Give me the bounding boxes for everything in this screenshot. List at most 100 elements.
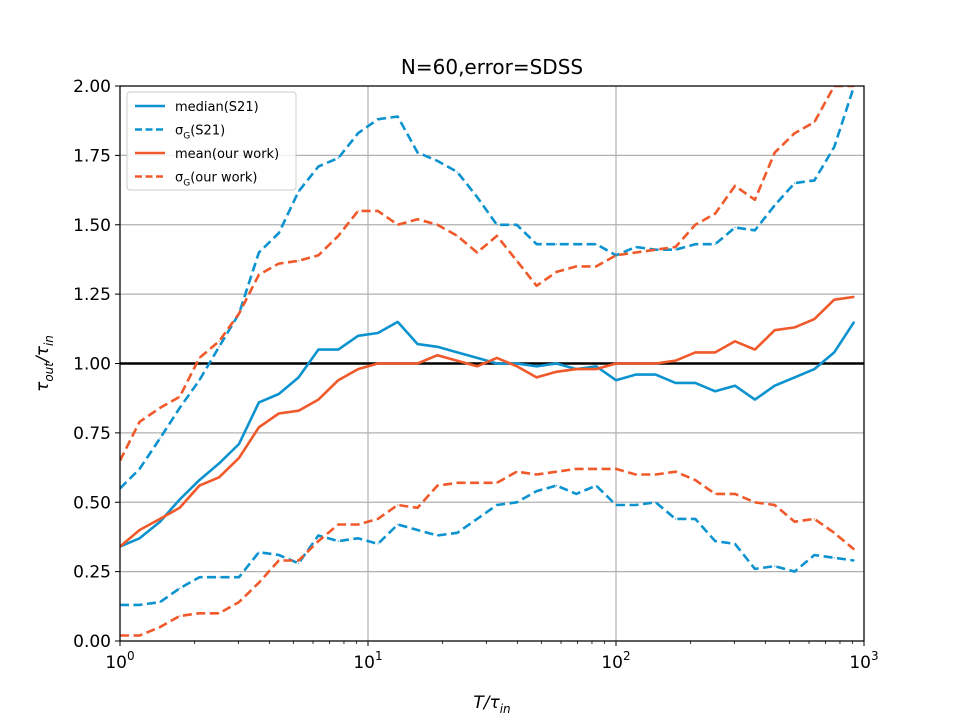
data-point: [159, 521, 161, 523]
data-point: [317, 399, 319, 401]
data-point: [853, 321, 855, 323]
x-axis-label: T/τin: [473, 693, 510, 716]
data-point: [734, 543, 736, 545]
data-point: [774, 504, 776, 506]
data-point: [337, 540, 339, 542]
data-point: [278, 232, 280, 234]
data-point: [794, 132, 796, 134]
data-point: [813, 518, 816, 520]
data-point: [575, 493, 577, 495]
data-point: [337, 157, 339, 159]
data-point: [198, 485, 200, 487]
data-point: [595, 468, 597, 470]
data-point: [357, 537, 359, 539]
series-3: [120, 295, 855, 548]
data-point: [436, 485, 438, 487]
legend-label-sub: G: [183, 132, 190, 142]
data-point: [298, 562, 300, 564]
legend-label-main: mean(our work): [175, 147, 279, 162]
data-point: [278, 263, 280, 265]
data-point: [238, 576, 240, 578]
data-point: [218, 612, 220, 614]
data-point: [655, 473, 657, 476]
data-point: [615, 504, 617, 506]
data-point: [635, 504, 637, 506]
data-point: [456, 482, 458, 484]
legend-label-sub: G: [183, 179, 190, 189]
data-point: [258, 426, 260, 428]
data-point: [258, 274, 260, 276]
data-point: [298, 260, 300, 262]
y-tick-label: 0.50: [73, 493, 111, 513]
data-point: [734, 340, 736, 342]
data-point: [754, 229, 756, 231]
data-point: [714, 213, 716, 215]
data-point: [536, 490, 538, 492]
series-line: [120, 295, 855, 548]
data-point: [853, 296, 855, 298]
data-point: [555, 362, 558, 365]
data-point: [198, 357, 200, 359]
data-point: [159, 407, 161, 409]
data-point: [377, 518, 379, 520]
data-point: [139, 604, 141, 606]
y-tick-label: 2.00: [73, 77, 111, 97]
data-point: [595, 368, 597, 370]
data-point: [516, 362, 518, 365]
data-point: [238, 313, 240, 315]
data-point: [218, 576, 220, 578]
data-point: [258, 251, 260, 254]
data-point: [436, 354, 438, 356]
data-point: [218, 476, 220, 478]
data-point: [853, 548, 855, 551]
data-point: [198, 576, 200, 578]
data-point: [456, 235, 458, 237]
y-tick-label: 1.25: [73, 285, 111, 305]
axis-label-subscript: out: [42, 361, 56, 382]
legend-label-tail: (our work): [190, 171, 257, 186]
data-point: [714, 493, 716, 495]
data-point: [635, 251, 637, 254]
data-point: [159, 626, 161, 628]
data-point: [674, 360, 677, 362]
data-point: [159, 437, 161, 439]
data-point: [595, 243, 597, 245]
data-point: [417, 362, 419, 365]
data-point: [595, 485, 597, 487]
data-point: [635, 473, 637, 476]
data-point: [694, 518, 696, 520]
axis-label-subscript: in: [500, 702, 511, 716]
data-point: [258, 401, 260, 403]
data-point: [635, 362, 637, 365]
data-point: [674, 471, 677, 473]
series-2: [120, 484, 855, 607]
series-layer: [120, 86, 856, 637]
data-point: [317, 349, 319, 351]
data-point: [278, 393, 280, 395]
series-4: [120, 86, 855, 462]
chart-title: N=60,error=SDSS: [401, 55, 583, 79]
x-tick-exponent: 3: [871, 649, 879, 663]
data-point: [139, 529, 141, 531]
data-point: [694, 243, 696, 245]
data-point: [674, 246, 677, 248]
data-point: [555, 485, 558, 487]
data-point: [496, 482, 498, 484]
data-point: [575, 265, 577, 267]
data-point: [536, 365, 538, 367]
data-point: [377, 118, 379, 120]
data-point: [536, 473, 538, 476]
data-point: [813, 179, 816, 181]
data-point: [754, 399, 756, 401]
data-point: [813, 318, 816, 320]
data-point: [436, 160, 438, 162]
data-point: [179, 615, 181, 617]
data-point: [456, 351, 458, 353]
data-point: [694, 351, 696, 353]
legend-item: σG(S21): [135, 124, 225, 142]
data-point: [754, 349, 756, 351]
x-tick-exponent: 1: [375, 649, 383, 663]
data-point: [655, 249, 657, 251]
data-point: [555, 371, 558, 373]
data-point: [555, 471, 558, 473]
